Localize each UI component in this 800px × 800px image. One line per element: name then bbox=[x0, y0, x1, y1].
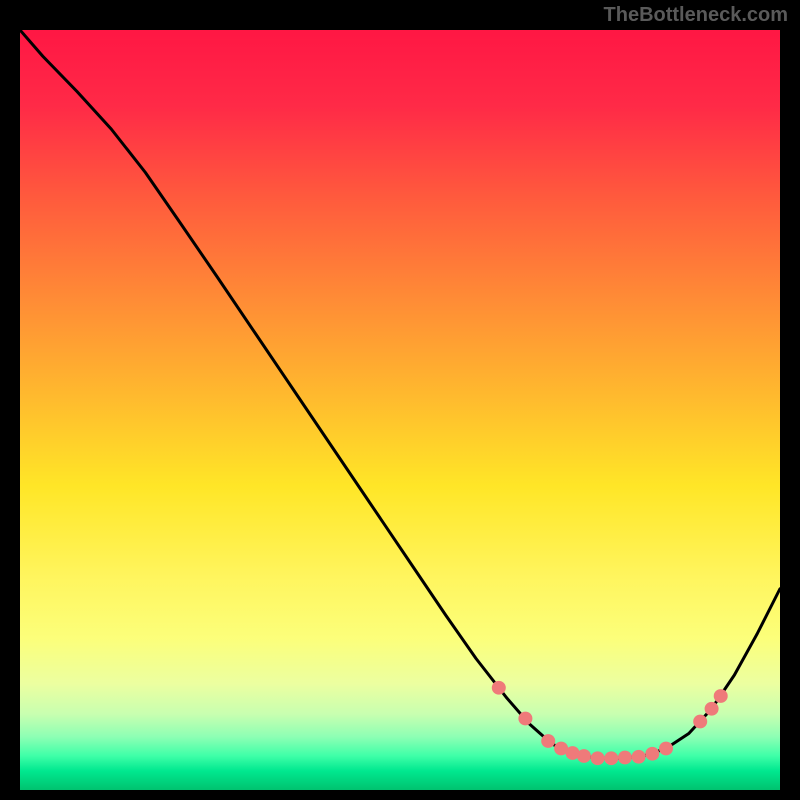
marker-group bbox=[492, 681, 728, 765]
curve-marker bbox=[577, 749, 591, 763]
curve-marker bbox=[518, 712, 532, 726]
curve-marker bbox=[618, 751, 632, 765]
curve-marker bbox=[541, 734, 555, 748]
plot-area bbox=[20, 30, 780, 780]
bottleneck-curve bbox=[20, 30, 780, 758]
curve-marker bbox=[492, 681, 506, 695]
curve-marker bbox=[645, 747, 659, 761]
curve-marker bbox=[632, 750, 646, 764]
curve-marker bbox=[659, 742, 673, 756]
bottleneck-chart: TheBottleneck.com bbox=[0, 0, 800, 800]
curve-marker bbox=[714, 689, 728, 703]
curve-marker bbox=[705, 702, 719, 716]
curve-marker bbox=[693, 715, 707, 729]
curve-marker bbox=[604, 751, 618, 765]
attribution-label: TheBottleneck.com bbox=[604, 4, 788, 27]
curve-layer bbox=[20, 30, 780, 780]
curve-marker bbox=[591, 751, 605, 765]
